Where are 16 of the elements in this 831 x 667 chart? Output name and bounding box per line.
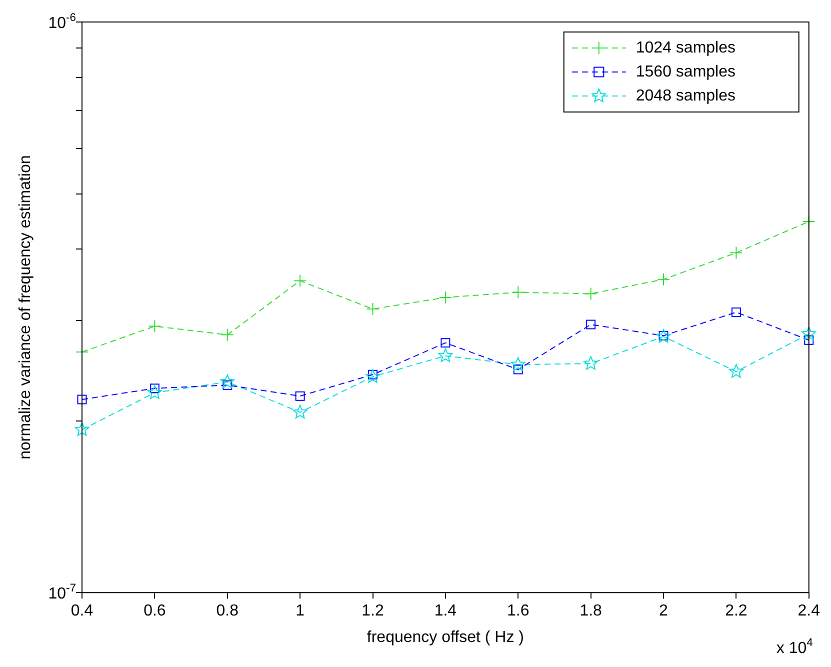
y-axis-title: normalize variance of frequency estimation — [17, 155, 34, 460]
x-tick-label: 1.8 — [580, 602, 602, 620]
x-tick-label: 2.2 — [725, 602, 748, 620]
legend-label: 1024 samples — [636, 39, 736, 56]
x-axis-title: frequency offset ( Hz ) — [366, 628, 524, 646]
x-tick-label: 1.6 — [507, 602, 530, 620]
x-tick-label: 2.4 — [798, 602, 820, 620]
x-tick-label: 2 — [659, 602, 668, 620]
legend-label: 2048 samples — [636, 87, 736, 104]
x-tick-label: 0.6 — [144, 602, 166, 620]
x-tick-label: 0.4 — [70, 602, 94, 620]
x-tick-label: 1.4 — [434, 602, 457, 620]
x-tick-label: 1.2 — [362, 602, 384, 620]
legend-label: 1560 samples — [636, 63, 736, 80]
x-tick-label: 1 — [296, 602, 305, 620]
x-tick-label: 0.8 — [216, 602, 239, 620]
